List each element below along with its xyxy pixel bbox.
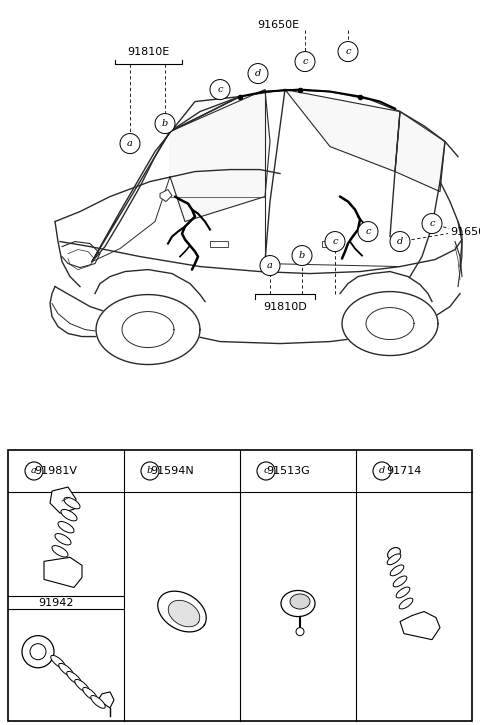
- Text: a: a: [267, 261, 273, 270]
- Circle shape: [155, 114, 175, 133]
- Polygon shape: [98, 692, 114, 708]
- Polygon shape: [170, 90, 270, 222]
- Bar: [322, 241, 340, 247]
- Text: b: b: [162, 119, 168, 128]
- Ellipse shape: [59, 663, 73, 676]
- Polygon shape: [400, 612, 440, 639]
- Text: 91942: 91942: [38, 597, 74, 608]
- Text: c: c: [429, 219, 435, 228]
- Text: b: b: [147, 466, 153, 476]
- Polygon shape: [160, 189, 172, 202]
- Ellipse shape: [52, 546, 68, 557]
- Ellipse shape: [61, 510, 77, 521]
- Text: a: a: [31, 466, 37, 476]
- Circle shape: [338, 41, 358, 62]
- Circle shape: [25, 462, 43, 480]
- Circle shape: [22, 636, 54, 668]
- Polygon shape: [285, 90, 400, 172]
- Circle shape: [257, 462, 275, 480]
- Ellipse shape: [91, 695, 105, 708]
- Polygon shape: [50, 487, 76, 513]
- Circle shape: [260, 256, 280, 276]
- Ellipse shape: [64, 497, 80, 509]
- Text: c: c: [217, 85, 223, 94]
- Ellipse shape: [396, 587, 410, 598]
- Text: 91650E: 91650E: [257, 20, 299, 30]
- Polygon shape: [122, 312, 174, 347]
- Circle shape: [422, 214, 442, 233]
- Text: 91714: 91714: [386, 466, 422, 476]
- Ellipse shape: [67, 671, 81, 684]
- Polygon shape: [92, 96, 240, 262]
- Circle shape: [358, 222, 378, 241]
- Circle shape: [390, 231, 410, 252]
- Polygon shape: [158, 591, 206, 632]
- Text: a: a: [127, 139, 133, 148]
- Ellipse shape: [393, 576, 407, 587]
- Circle shape: [295, 51, 315, 72]
- Ellipse shape: [387, 547, 400, 559]
- Circle shape: [120, 133, 140, 154]
- Text: c: c: [332, 237, 338, 246]
- Circle shape: [248, 64, 268, 83]
- Polygon shape: [168, 600, 200, 627]
- Polygon shape: [366, 307, 414, 339]
- Text: c: c: [365, 227, 371, 236]
- Circle shape: [30, 644, 46, 660]
- Polygon shape: [96, 294, 200, 365]
- Polygon shape: [395, 112, 445, 191]
- Ellipse shape: [290, 594, 310, 609]
- Text: 91650D: 91650D: [450, 226, 480, 236]
- Text: d: d: [255, 69, 261, 78]
- Text: d: d: [397, 237, 403, 246]
- Ellipse shape: [55, 534, 71, 545]
- Ellipse shape: [399, 598, 413, 609]
- Circle shape: [296, 628, 304, 636]
- Circle shape: [373, 462, 391, 480]
- Text: 91810D: 91810D: [263, 302, 307, 312]
- Ellipse shape: [75, 679, 89, 692]
- Ellipse shape: [83, 687, 97, 700]
- Ellipse shape: [387, 554, 401, 565]
- Text: c: c: [302, 57, 308, 66]
- Text: 91513G: 91513G: [266, 466, 310, 476]
- Text: 91981V: 91981V: [35, 466, 77, 476]
- Text: c: c: [345, 47, 351, 56]
- Text: d: d: [379, 466, 385, 476]
- Polygon shape: [44, 558, 82, 587]
- Circle shape: [141, 462, 159, 480]
- Text: 91810E: 91810E: [127, 46, 169, 57]
- Circle shape: [210, 80, 230, 99]
- Circle shape: [325, 231, 345, 252]
- Circle shape: [292, 246, 312, 265]
- Ellipse shape: [51, 655, 65, 668]
- Text: 91594N: 91594N: [150, 466, 194, 476]
- Text: c: c: [263, 466, 269, 476]
- Text: b: b: [299, 251, 305, 260]
- Polygon shape: [342, 291, 438, 355]
- Ellipse shape: [281, 590, 315, 616]
- Ellipse shape: [58, 521, 74, 533]
- Ellipse shape: [390, 565, 404, 576]
- Bar: [210, 241, 228, 247]
